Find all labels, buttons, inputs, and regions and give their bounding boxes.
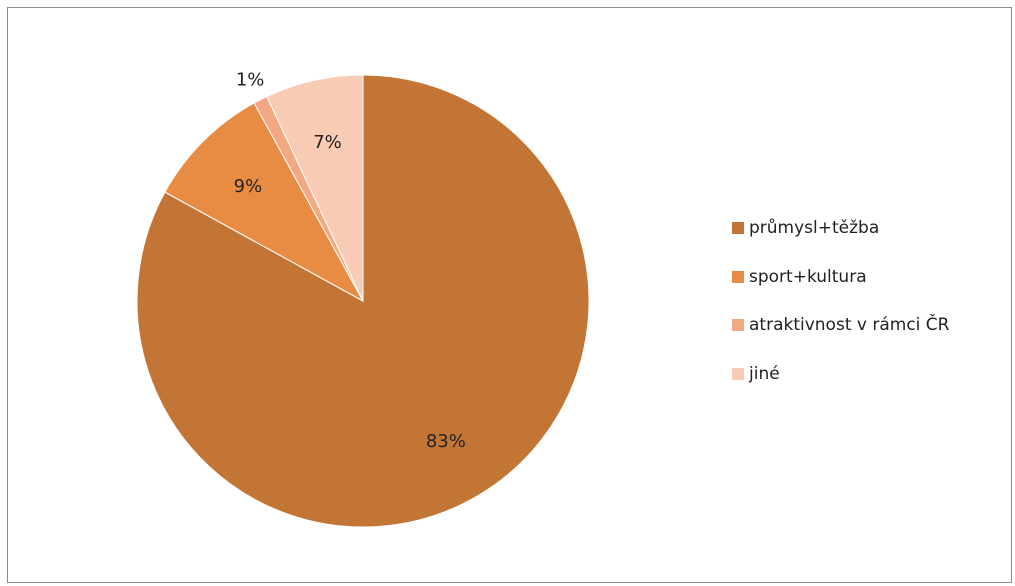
legend-swatch xyxy=(732,222,744,234)
legend-item-prumysl-tezba: průmysl+těžba xyxy=(732,216,949,240)
pie-slice-sport-kultura xyxy=(164,102,365,303)
legend-swatch xyxy=(732,270,744,283)
legend-swatch xyxy=(732,367,744,380)
data-label-jine: 7% xyxy=(313,132,342,153)
legend-item-sport-kultura: sport+kultura xyxy=(732,265,949,289)
data-label-atraktivnost: 1% xyxy=(236,69,265,90)
legend-label: atraktivnost v rámci ČR xyxy=(749,315,950,335)
legend-item-atraktivnost: atraktivnost v rámci ČR xyxy=(732,313,949,337)
legend-swatch xyxy=(732,319,744,331)
pie-slice-jine xyxy=(266,74,364,302)
legend-label: jiné xyxy=(749,363,780,384)
legend: průmysl+těžba sport+kultura atraktivnost… xyxy=(732,216,949,410)
data-label-sport-kultura: 9% xyxy=(234,176,263,197)
data-label-prumysl-tezba: 83% xyxy=(426,431,466,452)
legend-label: průmysl+těžba xyxy=(749,218,880,238)
legend-item-jine: jiné xyxy=(732,362,949,386)
legend-label: sport+kultura xyxy=(749,266,867,287)
